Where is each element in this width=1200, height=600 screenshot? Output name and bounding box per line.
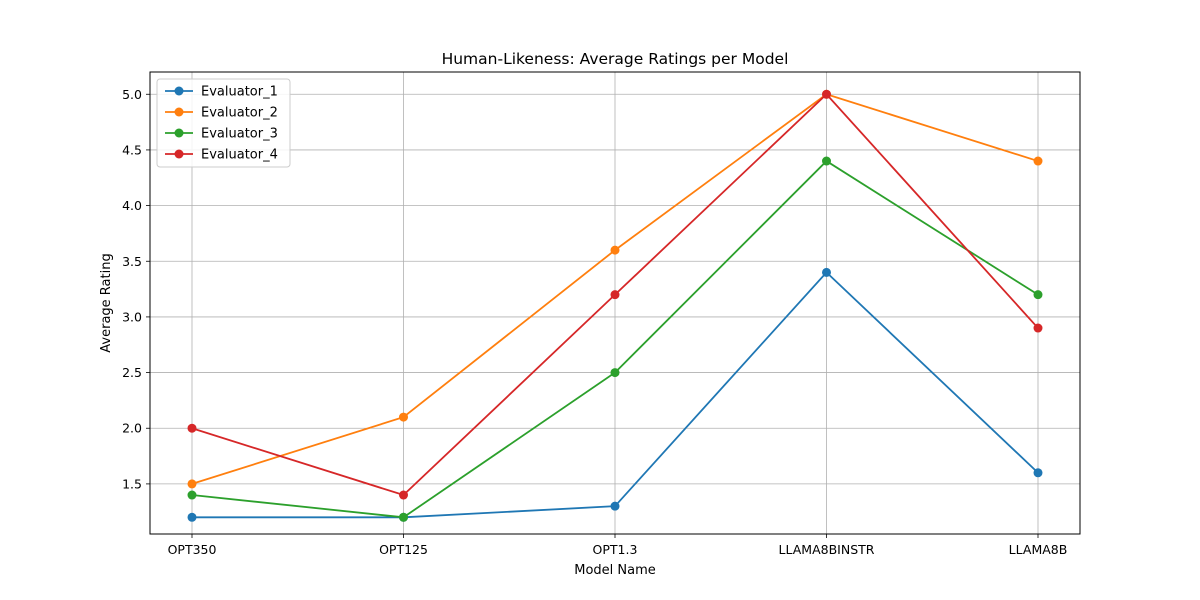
legend-box — [156, 78, 291, 168]
data-point — [1033, 468, 1043, 478]
axis-ticks: OPT350 OPT125 OPT1.3 LLAMA8BINSTR LLAMA8B 1.5… — [122, 87, 1067, 557]
legend-item: Evaluator_2 — [165, 106, 278, 121]
grid-lines — [150, 72, 1080, 534]
series-layer — [187, 89, 1043, 522]
data-point — [610, 245, 620, 255]
data-point — [187, 423, 197, 433]
data-point — [610, 290, 620, 300]
legend-label: Evaluator_2 — [201, 106, 278, 121]
data-point — [399, 490, 408, 500]
y-tick-label: 1.5 — [122, 476, 142, 491]
legend-marker — [174, 149, 184, 159]
legend-label: Evaluator_1 — [201, 85, 278, 100]
series-evaluator-3 — [187, 156, 1043, 522]
y-tick-label: 2.0 — [122, 421, 142, 436]
legend-item: Evaluator_1 — [165, 85, 278, 100]
y-axis-label: Average Rating — [99, 253, 114, 352]
legend-label: Evaluator_4 — [201, 148, 278, 163]
legend-label: Evaluator_3 — [201, 127, 278, 142]
data-point — [187, 490, 197, 500]
data-point — [399, 412, 408, 422]
x-tick-label: LLAMA8B — [1009, 542, 1068, 557]
data-point — [610, 368, 620, 378]
y-tick-label: 4.0 — [122, 198, 142, 213]
legend-item: Evaluator_4 — [165, 148, 278, 163]
y-tick-label: 4.5 — [122, 142, 142, 157]
data-point — [610, 501, 620, 511]
legend-marker — [174, 86, 184, 96]
data-point — [822, 156, 831, 166]
x-tick-label: OPT125 — [379, 542, 428, 557]
legend-marker — [174, 128, 184, 138]
y-tick-label: 5.0 — [122, 87, 142, 102]
data-point — [822, 89, 831, 99]
chart-title: Human-Likeness: Average Ratings per Mode… — [442, 50, 789, 68]
data-point — [1033, 156, 1043, 166]
data-point — [1033, 323, 1043, 333]
legend-marker — [174, 107, 184, 117]
data-point — [187, 479, 197, 489]
legend: Evaluator_1 Evaluator_2 Evaluator_3 Evaluat… — [156, 78, 291, 168]
data-point — [187, 512, 197, 522]
x-axis-label: Model Name — [574, 563, 656, 578]
y-tick-label: 3.0 — [122, 309, 142, 324]
x-tick-label: LLAMA8BINSTR — [779, 542, 875, 557]
data-point — [822, 267, 831, 277]
y-tick-label: 3.5 — [122, 254, 142, 269]
y-tick-label: 2.5 — [122, 365, 142, 380]
legend-item: Evaluator_3 — [165, 127, 278, 142]
series-evaluator-4 — [187, 89, 1043, 500]
x-tick-label: OPT1.3 — [593, 542, 638, 557]
data-point — [1033, 290, 1043, 300]
data-point — [399, 512, 408, 522]
x-tick-label: OPT350 — [168, 542, 217, 557]
